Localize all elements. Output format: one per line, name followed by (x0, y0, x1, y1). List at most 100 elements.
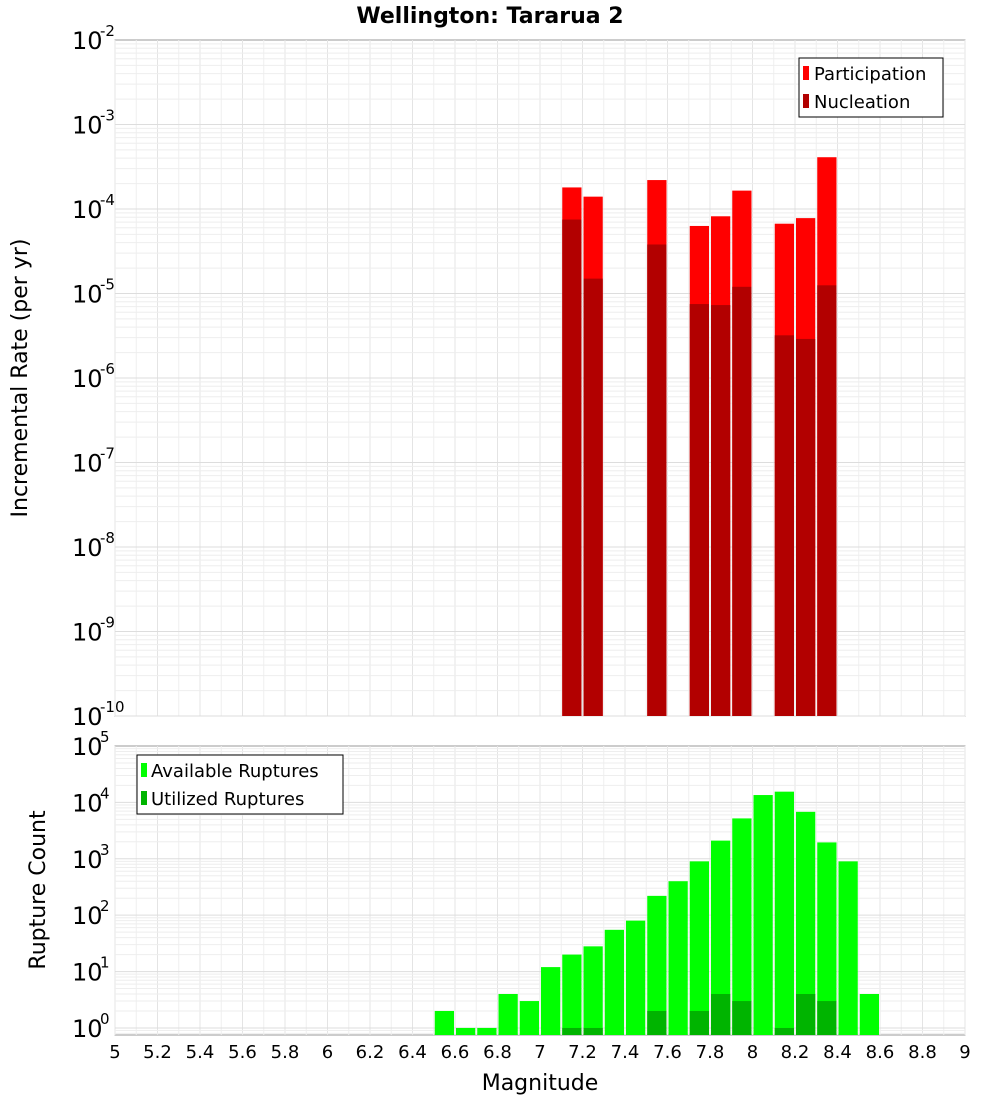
bar-nucleation (774, 335, 794, 716)
y-tick-exponent: -6 (100, 360, 115, 378)
bar-nucleation (817, 285, 837, 716)
bar-available-ruptures (838, 861, 858, 1035)
y-tick-base: 10 (72, 450, 103, 478)
x-axis-label: Magnitude (482, 1071, 599, 1096)
y-tick-exponent: -4 (100, 191, 115, 209)
bar-nucleation (732, 286, 752, 716)
y-tick-exponent: -7 (100, 445, 115, 463)
top-gridlines (114, 40, 966, 717)
bar-available-ruptures (541, 967, 561, 1035)
y-tick-base: 10 (72, 1015, 103, 1043)
bar-available-ruptures (817, 842, 837, 1035)
y-tick-base: 10 (72, 846, 103, 874)
x-tick-label: 8.8 (908, 1042, 937, 1063)
bar-available-ruptures (732, 818, 752, 1035)
y-tick-exponent: -8 (100, 529, 115, 547)
bar-utilized-ruptures (647, 1010, 667, 1035)
bar-available-ruptures (498, 994, 518, 1035)
y-tick-exponent: 1 (100, 954, 110, 972)
bar-available-ruptures (859, 994, 879, 1035)
bar-nucleation (689, 304, 709, 716)
legend-label-available: Available Ruptures (151, 761, 319, 782)
bottom-y-tick: 102 (72, 897, 110, 930)
bar-nucleation (796, 338, 816, 716)
bottom-y-axis-label: Rupture Count (26, 810, 51, 970)
top-y-axis-label: Incremental Rate (per yr) (8, 239, 33, 518)
legend-label-utilized: Utilized Ruptures (151, 789, 304, 810)
bar-utilized-ruptures (711, 994, 731, 1035)
x-tick-labels: 5 5.2 5.4 5.6 5.8 6 6.2 6.4 6.6 6.8 7 7.2 7.4 7.6 7.8 8… (109, 1042, 970, 1063)
top-y-tick: 10-2 (72, 22, 115, 55)
bar-utilized-ruptures (689, 1010, 709, 1035)
chart-title: Wellington: Tararua 2 (356, 4, 623, 29)
top-y-tick: 10-7 (72, 445, 115, 478)
x-tick-label: 5.6 (228, 1042, 257, 1063)
bottom-bars (434, 791, 879, 1035)
bar-available-ruptures (711, 840, 731, 1035)
y-tick-exponent: -10 (100, 698, 125, 716)
bar-utilized-ruptures (796, 994, 816, 1035)
y-tick-base: 10 (72, 959, 103, 987)
legend-label-participation: Participation (814, 64, 926, 85)
x-tick-label: 6 (322, 1042, 333, 1063)
x-tick-label: 8.6 (866, 1042, 895, 1063)
x-tick-label: 5 (109, 1042, 120, 1063)
y-tick-exponent: 5 (100, 728, 110, 746)
y-tick-base: 10 (72, 733, 103, 761)
bar-available-ruptures (583, 946, 603, 1035)
top-y-tick: 10-8 (72, 529, 115, 562)
top-y-tick: 10-6 (72, 360, 115, 393)
bar-available-ruptures (456, 1027, 476, 1035)
top-y-tick: 10-5 (72, 276, 115, 309)
top-y-tick: 10-4 (72, 191, 115, 224)
y-tick-exponent: -9 (100, 614, 115, 632)
legend-swatch-participation (803, 66, 809, 80)
bottom-y-tick: 100 (72, 1010, 110, 1043)
x-tick-label: 8.4 (823, 1042, 852, 1063)
bar-available-ruptures (626, 920, 646, 1035)
bar-available-ruptures (519, 1001, 539, 1035)
bar-nucleation (647, 244, 667, 716)
bar-available-ruptures (796, 811, 816, 1035)
bar-utilized-ruptures (583, 1027, 603, 1035)
x-tick-label: 8 (747, 1042, 758, 1063)
y-tick-base: 10 (72, 27, 103, 55)
x-tick-label: 7.6 (653, 1042, 682, 1063)
top-y-tick: 10-3 (72, 107, 115, 140)
x-tick-label: 9 (959, 1042, 970, 1063)
y-tick-exponent: 4 (100, 784, 110, 802)
x-tick-label: 6.6 (441, 1042, 470, 1063)
x-tick-label: 5.8 (271, 1042, 300, 1063)
x-tick-label: 7 (534, 1042, 545, 1063)
legend-label-nucleation: Nucleation (814, 92, 910, 113)
top-legend: Participation Nucleation (798, 57, 944, 118)
legend-swatch-available (141, 763, 147, 777)
top-legend-box (798, 57, 944, 118)
y-tick-base: 10 (72, 112, 103, 140)
x-tick-label: 5.4 (186, 1042, 215, 1063)
y-tick-base: 10 (72, 703, 103, 731)
bar-available-ruptures (604, 929, 624, 1035)
y-tick-base: 10 (72, 281, 103, 309)
y-tick-exponent: -3 (100, 107, 115, 125)
bottom-legend: Available Ruptures Utilized Ruptures (136, 754, 344, 815)
bottom-y-tick: 104 (72, 784, 110, 817)
y-tick-exponent: 3 (100, 841, 110, 859)
bar-nucleation (562, 219, 582, 717)
bar-utilized-ruptures (774, 1027, 794, 1035)
x-tick-label: 7.8 (696, 1042, 725, 1063)
bar-available-ruptures (668, 881, 688, 1035)
x-tick-label: 6.4 (398, 1042, 427, 1063)
bottom-y-tick: 101 (72, 954, 110, 987)
bar-utilized-ruptures (732, 1001, 752, 1035)
bar-nucleation (583, 278, 603, 716)
bottom-y-tick: 103 (72, 841, 110, 874)
bottom-y-tick: 105 (72, 728, 110, 761)
y-tick-base: 10 (72, 196, 103, 224)
bar-utilized-ruptures (562, 1027, 582, 1035)
